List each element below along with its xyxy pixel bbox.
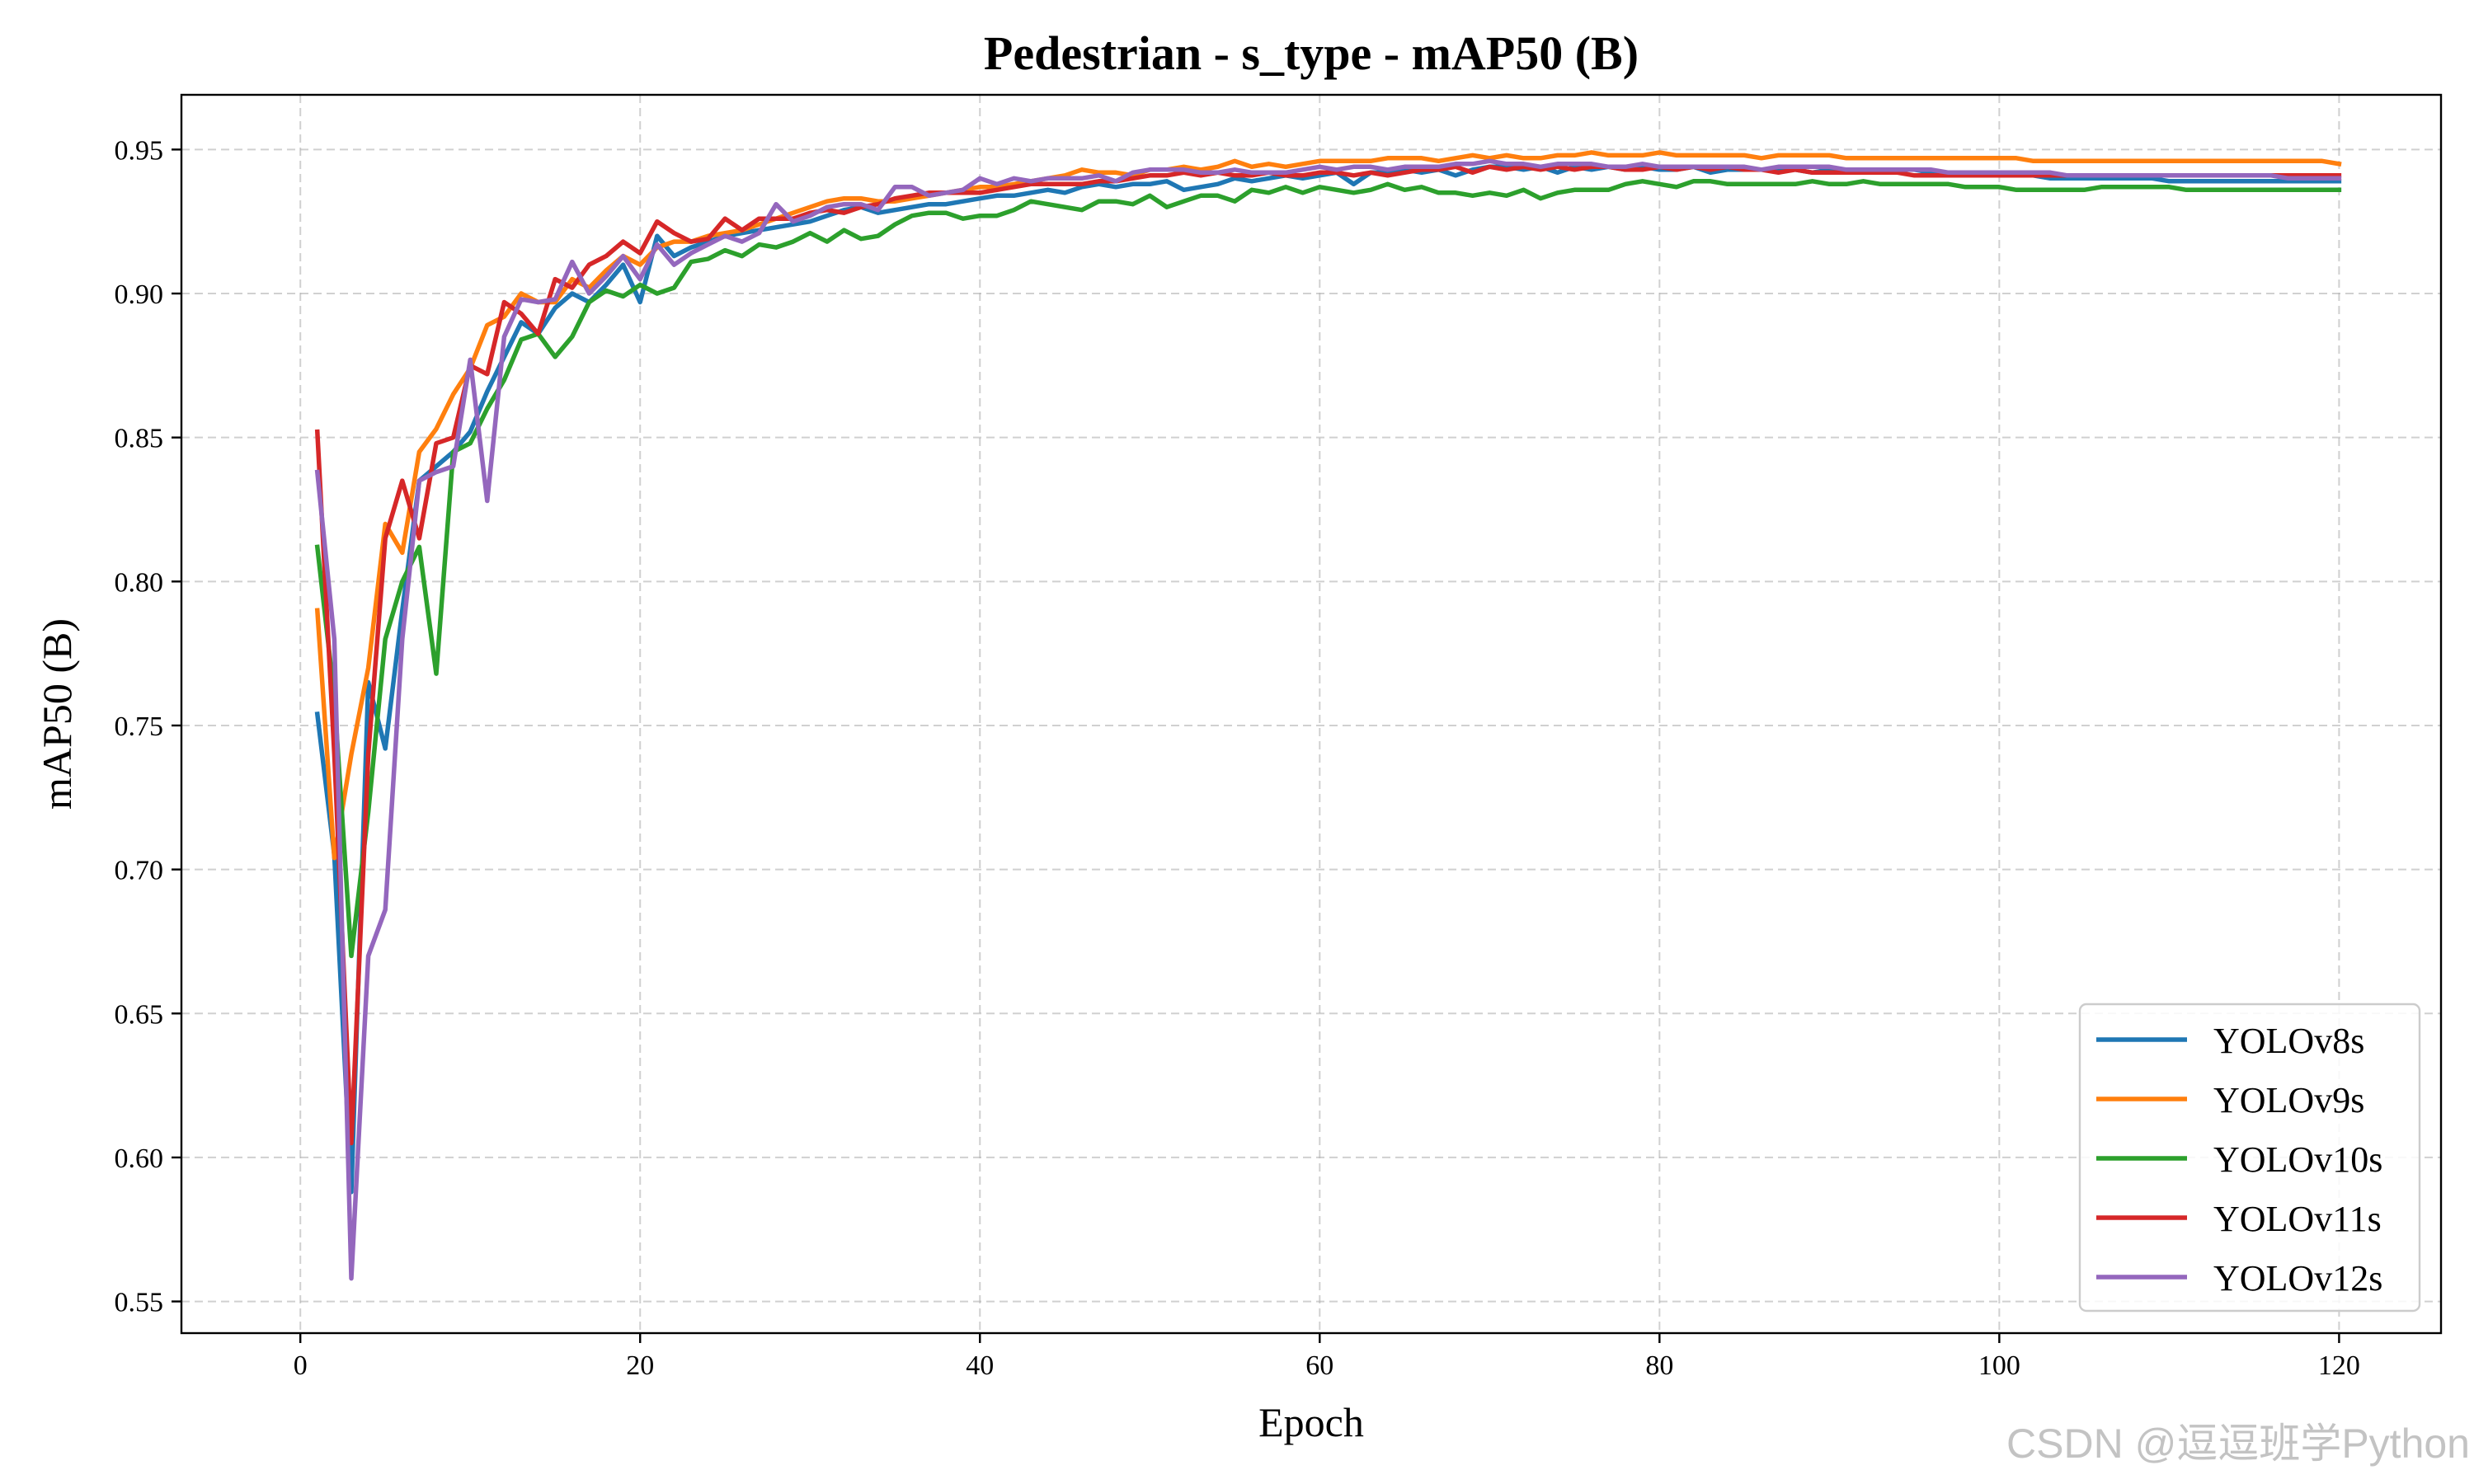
y-tick-label: 0.55 <box>115 1288 164 1318</box>
watermark: CSDN @逗逗班学Python <box>2006 1421 2470 1467</box>
x-tick-label: 20 <box>626 1350 654 1381</box>
x-tick-label: 120 <box>2318 1350 2360 1381</box>
legend-label: YOLOv12s <box>2213 1258 2382 1298</box>
y-tick-label: 0.90 <box>115 279 164 310</box>
x-tick-label: 40 <box>966 1350 994 1381</box>
series-line-yolov10s <box>314 179 2342 959</box>
series-line-yolov11s <box>314 164 2342 1146</box>
legend-label: YOLOv11s <box>2213 1199 2382 1239</box>
legend-items: YOLOv8s YOLOv9s YOLOv10s YOLOv11s YOLOv12s <box>2096 1021 2382 1298</box>
legend: YOLOv8s YOLOv9s YOLOv10s YOLOv11s YOLOv12s <box>2078 1003 2421 1313</box>
x-tick-label: 0 <box>294 1350 308 1381</box>
y-tick-label: 0.85 <box>115 424 164 454</box>
y-tick-label: 0.60 <box>115 1144 164 1174</box>
y-tick-label: 0.75 <box>115 711 164 742</box>
y-tick-label: 0.65 <box>115 999 164 1030</box>
series-lines <box>314 150 2342 1281</box>
y-tick-label: 0.95 <box>115 135 164 166</box>
x-tick-label: 80 <box>1645 1350 1673 1381</box>
y-axis-ticks: 0.55 0.60 0.65 0.70 0.75 0.80 0.85 0.90 0.95 <box>115 135 181 1318</box>
x-axis-label: Epoch <box>1258 1399 1364 1445</box>
x-tick-label: 100 <box>1978 1350 2020 1381</box>
plot-frame <box>180 93 2443 1335</box>
legend-box <box>2078 1003 2421 1313</box>
series-line-yolov12s <box>314 158 2342 1281</box>
y-tick-label: 0.80 <box>115 567 164 598</box>
y-axis-label: mAP50 (B) <box>34 618 80 810</box>
legend-label: YOLOv10s <box>2213 1139 2382 1180</box>
x-tick-label: 60 <box>1305 1350 1333 1381</box>
y-tick-label: 0.70 <box>115 856 164 886</box>
x-axis-ticks: 0 20 40 60 80 100 120 <box>294 1333 2360 1381</box>
chart-title: Pedestrian - s_type - mAP50 (B) <box>984 26 1639 80</box>
legend-label: YOLOv9s <box>2213 1080 2364 1120</box>
legend-label: YOLOv8s <box>2213 1021 2364 1061</box>
